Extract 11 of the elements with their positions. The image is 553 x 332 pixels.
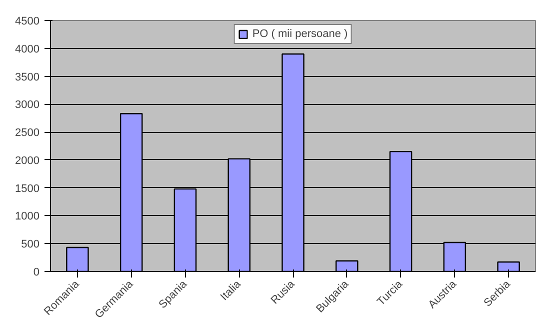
y-tick-label: 2500	[15, 127, 40, 140]
y-tick-label: 0	[33, 266, 40, 278]
y-tick-label: 3000	[15, 99, 40, 112]
y-tick-label: 4500	[15, 16, 40, 28]
y-tick-label: 1500	[15, 182, 40, 195]
y-tick-label: 3500	[15, 71, 40, 84]
y-tick-label: 1000	[15, 210, 40, 223]
legend-label: PO ( mii persoane )	[252, 28, 348, 40]
y-tick-label: 2000	[15, 154, 40, 167]
y-tick-label: 4000	[15, 43, 40, 56]
y-tick-label: 500	[21, 238, 40, 251]
